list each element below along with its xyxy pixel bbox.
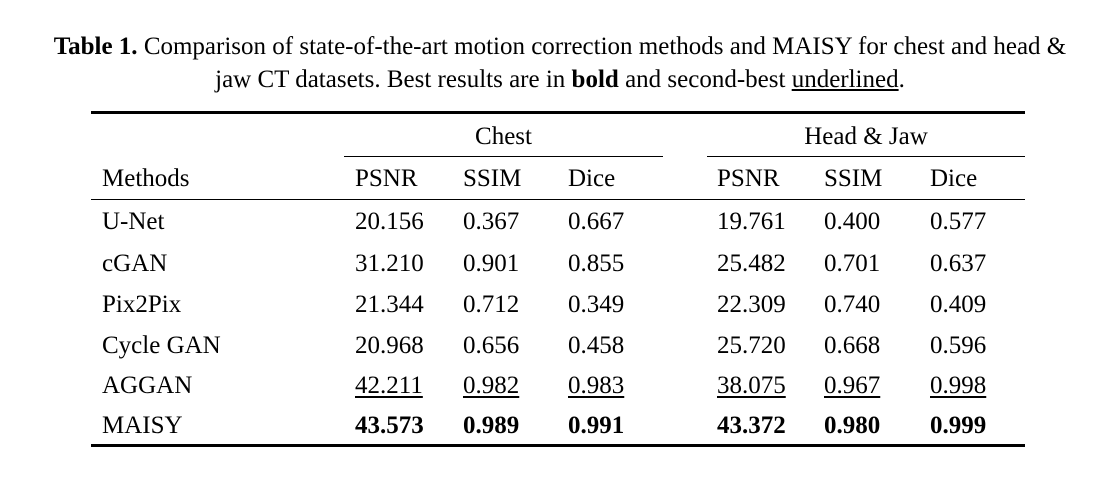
method-name-cell: Pix2Pix bbox=[102, 291, 182, 318]
value-cell-chest-psnr: 20.968 bbox=[355, 332, 424, 359]
method-name-cell: AGGAN bbox=[102, 372, 193, 399]
chest-group-rule bbox=[344, 156, 663, 157]
group-header-head-jaw: Head & Jaw bbox=[804, 123, 928, 150]
value-cell-hj-dice: 0.637 bbox=[930, 250, 987, 277]
value-cell-hj-ssim: 0.740 bbox=[824, 291, 881, 318]
value-cell-chest-psnr: 43.573 bbox=[355, 412, 424, 439]
column-header-chest-dice: Dice bbox=[568, 165, 616, 192]
table-top-rule bbox=[91, 111, 1025, 114]
value-cell-chest-psnr: 21.344 bbox=[355, 291, 424, 318]
head-jaw-group-rule bbox=[707, 156, 1025, 157]
value-cell-chest-ssim: 0.656 bbox=[463, 332, 520, 359]
value-cell-chest-ssim: 0.982 bbox=[463, 372, 520, 399]
column-header-chest-psnr: PSNR bbox=[355, 165, 418, 192]
value-cell-hj-psnr: 38.075 bbox=[717, 372, 786, 399]
value-cell-hj-ssim: 0.400 bbox=[824, 208, 881, 235]
caption-text-3: . bbox=[898, 66, 905, 93]
column-header-hj-psnr: PSNR bbox=[717, 165, 780, 192]
value-cell-chest-ssim: 0.989 bbox=[463, 412, 520, 439]
value-cell-hj-psnr: 22.309 bbox=[717, 291, 786, 318]
method-name-cell: U-Net bbox=[102, 208, 165, 235]
value-cell-hj-dice: 0.998 bbox=[930, 372, 987, 399]
caption-bold-word: bold bbox=[571, 66, 619, 93]
value-cell-hj-ssim: 0.668 bbox=[824, 332, 881, 359]
value-cell-hj-ssim: 0.967 bbox=[824, 372, 881, 399]
value-cell-chest-ssim: 0.367 bbox=[463, 208, 520, 235]
table-bottom-rule bbox=[91, 444, 1025, 447]
column-header-methods: Methods bbox=[102, 165, 190, 192]
value-cell-chest-dice: 0.855 bbox=[568, 250, 625, 277]
value-cell-hj-dice: 0.409 bbox=[930, 291, 987, 318]
value-cell-hj-dice: 0.577 bbox=[930, 208, 987, 235]
value-cell-hj-dice: 0.596 bbox=[930, 332, 987, 359]
caption-label: Table 1. bbox=[53, 33, 138, 60]
column-header-hj-ssim: SSIM bbox=[824, 165, 883, 192]
caption-underlined-word: underlined bbox=[791, 66, 899, 93]
column-header-chest-ssim: SSIM bbox=[463, 165, 522, 192]
value-cell-hj-psnr: 25.720 bbox=[717, 332, 786, 359]
value-cell-chest-ssim: 0.712 bbox=[463, 291, 520, 318]
value-cell-chest-ssim: 0.901 bbox=[463, 250, 520, 277]
value-cell-hj-psnr: 25.482 bbox=[717, 250, 786, 277]
table-caption: Table 1. Comparison of state-of-the-art … bbox=[40, 30, 1080, 96]
value-cell-hj-ssim: 0.980 bbox=[824, 412, 881, 439]
value-cell-chest-psnr: 42.211 bbox=[355, 372, 423, 399]
value-cell-hj-ssim: 0.701 bbox=[824, 250, 881, 277]
value-cell-chest-psnr: 20.156 bbox=[355, 208, 424, 235]
value-cell-hj-dice: 0.999 bbox=[930, 412, 987, 439]
value-cell-chest-psnr: 31.210 bbox=[355, 250, 424, 277]
value-cell-chest-dice: 0.991 bbox=[568, 412, 625, 439]
group-header-chest: Chest bbox=[475, 123, 532, 150]
method-name-cell: cGAN bbox=[102, 250, 168, 277]
column-header-hj-dice: Dice bbox=[930, 165, 978, 192]
value-cell-chest-dice: 0.983 bbox=[568, 372, 625, 399]
caption-text-2: and second-best bbox=[618, 66, 792, 93]
value-cell-hj-psnr: 19.761 bbox=[717, 208, 786, 235]
value-cell-chest-dice: 0.458 bbox=[568, 332, 625, 359]
value-cell-hj-psnr: 43.372 bbox=[717, 412, 786, 439]
caption-text-1: Comparison of state-of-the-art motion co… bbox=[137, 33, 1067, 93]
header-bottom-rule bbox=[91, 199, 1025, 200]
method-name-cell: MAISY bbox=[102, 412, 183, 439]
value-cell-chest-dice: 0.349 bbox=[568, 291, 625, 318]
value-cell-chest-dice: 0.667 bbox=[568, 208, 625, 235]
method-name-cell: Cycle GAN bbox=[102, 332, 221, 359]
